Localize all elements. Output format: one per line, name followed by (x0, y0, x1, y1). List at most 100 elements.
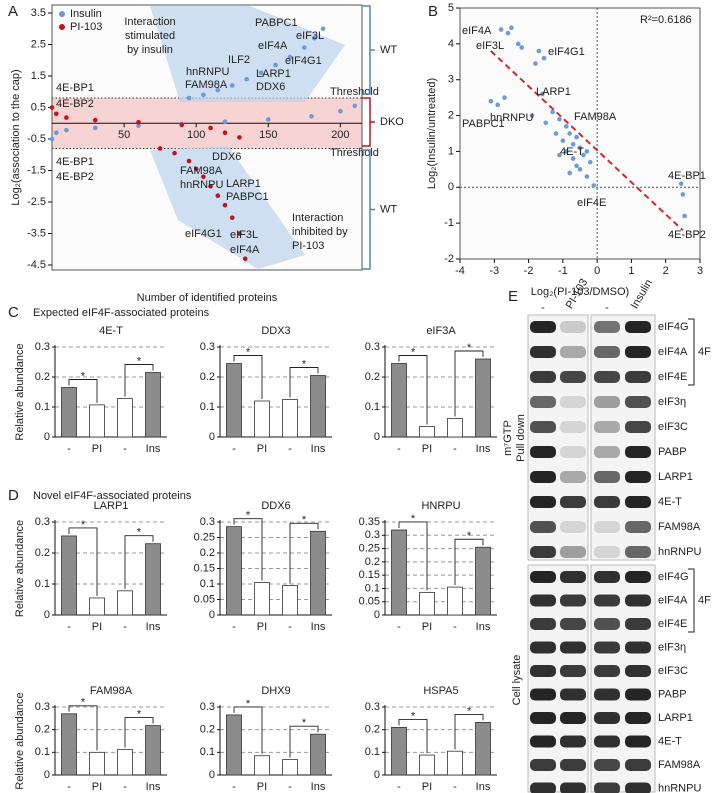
annotation: Threshold (330, 86, 379, 98)
significance-marker: * (411, 346, 416, 358)
y-tick-label: 0.2 (200, 371, 215, 383)
row-label: PABP (658, 446, 687, 458)
annotation: eIF4A (230, 244, 260, 256)
y-tick-label: 0 (448, 181, 454, 193)
y-tick-label: 0.1 (35, 746, 50, 758)
annotation: eIF4A (258, 40, 288, 52)
x-tick-label: - (397, 781, 401, 793)
y-tick-label: 0 (209, 431, 215, 443)
annotation: 4E-BP1 (668, 170, 706, 182)
data-point (287, 54, 293, 60)
y-tick-label: -0.5 (27, 133, 46, 145)
x-tick-label: - (123, 781, 127, 793)
blot-band (594, 618, 620, 630)
significance-marker: * (467, 342, 472, 354)
callout-text: Interaction (124, 16, 175, 28)
x-tick-label: - (232, 621, 236, 633)
x-tick-label: - (232, 781, 236, 793)
data-point (577, 145, 583, 151)
blot-band (594, 496, 620, 508)
group-bracket (362, 149, 375, 270)
x-tick-label: PI (92, 781, 102, 793)
y-tick-label: -1 (444, 217, 454, 229)
x-tick-label: Ins (476, 621, 491, 633)
bracket-label: 4F (698, 594, 711, 606)
blot-band (560, 712, 586, 724)
data-point (680, 192, 686, 197)
y-tick-label: 0 (374, 609, 380, 621)
x-tick-label: PI (422, 443, 432, 455)
y-tick-label: 3 (448, 74, 454, 86)
blot-band (560, 571, 586, 583)
x-tick-label: - (67, 443, 71, 455)
y-tick-label: 0.1 (365, 746, 380, 758)
annotation: 4E-BP2 (56, 98, 94, 110)
bar (310, 530, 326, 616)
y-tick-label: -1.5 (27, 164, 46, 176)
bar (254, 400, 270, 438)
x-tick-label: - (397, 443, 401, 455)
annotation: LARP1 (226, 178, 261, 190)
blot-band (560, 346, 586, 358)
y-tick-label: -2 (444, 253, 454, 265)
blot-band (560, 546, 586, 558)
significance-bracket (68, 527, 98, 596)
annotation: 4E-BP2 (56, 171, 94, 183)
blot-band (530, 371, 556, 383)
y-tick-label: 0.2 (365, 371, 380, 383)
data-point (49, 105, 55, 110)
y-tick-label: 0.3 (365, 701, 380, 713)
blot-band (560, 594, 586, 607)
annotation: FAM98A (574, 111, 617, 123)
data-point (229, 215, 235, 221)
data-point (179, 122, 185, 128)
blot-band (625, 641, 651, 654)
annotation: eIF4A (462, 25, 492, 37)
blot-band (560, 688, 586, 701)
blot-band (530, 594, 556, 607)
data-point (577, 167, 583, 172)
data-point (557, 152, 562, 158)
annotation: DDX6 (256, 81, 285, 93)
blot-band (594, 471, 620, 483)
data-point (587, 159, 593, 165)
y-tick-label: 0.3 (35, 701, 50, 713)
y-tick-label: 0.3 (365, 529, 380, 541)
blot-band (594, 571, 620, 583)
y-tick-label: 0 (44, 769, 50, 781)
blot-band (594, 782, 620, 793)
y-axis-label: Relative abundance (14, 692, 26, 789)
bar (61, 387, 77, 438)
section-title: Expected eIF4F-associated proteins (33, 307, 210, 319)
blot-band (530, 471, 556, 483)
annotation: 4E-BP2 (668, 229, 706, 241)
annotation: LARP1 (536, 86, 571, 98)
y-tick-label: 0.2 (35, 371, 50, 383)
annotation: hnRNPU (186, 66, 229, 78)
data-point (320, 26, 326, 32)
y-tick-label: 0.2 (200, 724, 215, 736)
bar (61, 535, 77, 616)
blot-band (625, 446, 651, 458)
section-label: m⁷GTP (502, 420, 514, 456)
blot-band (530, 421, 556, 433)
y-tick-label: 0.1 (35, 401, 50, 413)
blot-band (530, 321, 556, 333)
annotation: eIF3L (230, 229, 258, 241)
y-tick-label: 0.2 (35, 547, 50, 559)
panel-letter: A (8, 3, 18, 20)
blot-band (560, 321, 586, 333)
y-tick-label: 0.2 (365, 724, 380, 736)
blot-band (530, 688, 556, 701)
row-label: eIF3η (658, 641, 686, 653)
chart-title: LARP1 (94, 500, 129, 512)
blot-band (625, 346, 651, 358)
group-label: DKO (380, 116, 404, 128)
blot-band (594, 421, 620, 433)
x-tick-label: 50 (118, 129, 130, 141)
data-point (208, 183, 213, 189)
data-point (237, 135, 242, 140)
annotation: DDX6 (212, 151, 241, 163)
y-tick-label: 0 (374, 769, 380, 781)
